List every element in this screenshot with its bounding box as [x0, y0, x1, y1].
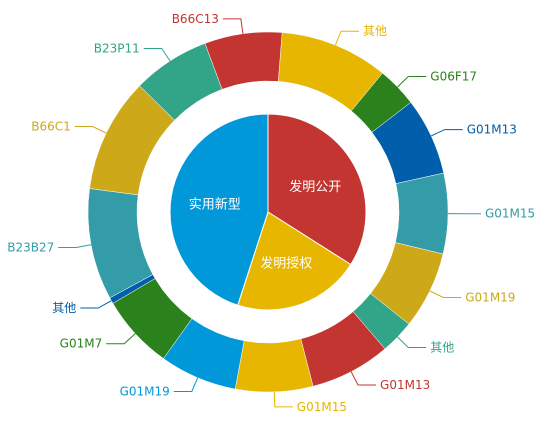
outer-slice-3[interactable] [395, 172, 449, 255]
outer-label-3: G01M15 [485, 207, 535, 221]
outer-label-12: B66C1 [31, 120, 71, 134]
inner-slice-0[interactable] [267, 113, 367, 266]
outer-labels: 其他 G06F17 G01M13 G01M15 G01M19 其他 G01M13 G01M15… [7, 12, 535, 414]
outer-label-4: G01M19 [465, 290, 515, 304]
outer-label-13: B23P11 [94, 41, 140, 55]
inner-label-0: 发明公开 [289, 179, 341, 195]
outer-label-line-0 [334, 30, 360, 46]
outer-label-11: B23B27 [7, 241, 54, 255]
outer-label-6: G01M13 [380, 378, 430, 392]
outer-ring [87, 31, 449, 393]
inner-slice-1[interactable] [237, 211, 352, 311]
inner-slice-2[interactable] [169, 113, 269, 306]
outer-label-line-2 [430, 129, 463, 137]
outer-label-1: G06F17 [430, 70, 477, 84]
outer-label-5: 其他 [430, 340, 454, 354]
outer-label-7: G01M15 [297, 400, 347, 414]
outer-label-line-11 [58, 244, 92, 249]
outer-label-2: G01M13 [467, 123, 517, 137]
outer-label-10: 其他 [52, 301, 76, 315]
outer-label-line-7 [273, 391, 293, 408]
outer-label-line-14 [222, 18, 244, 34]
inner-pie [169, 113, 367, 311]
inner-label-1: 发明授权 [260, 256, 312, 272]
outer-label-line-8 [173, 377, 199, 392]
outer-label-line-13 [143, 47, 171, 62]
inner-label-2: 实用新型 [189, 197, 241, 213]
outer-label-14: B66C13 [172, 12, 219, 26]
outer-label-9: G01M7 [60, 337, 103, 351]
outer-slice-7[interactable] [234, 338, 314, 393]
outer-label-line-1 [397, 76, 427, 88]
outer-label-line-6 [350, 371, 377, 386]
outer-label-line-10 [80, 300, 112, 309]
outer-label-line-12 [74, 126, 107, 134]
outer-label-8: G01M19 [120, 384, 170, 398]
outer-slice-14[interactable] [204, 31, 283, 90]
outer-label-line-4 [429, 290, 462, 298]
outer-label-line-9 [106, 333, 136, 345]
outer-label-0: 其他 [363, 24, 387, 38]
outer-label-line-5 [397, 336, 427, 348]
